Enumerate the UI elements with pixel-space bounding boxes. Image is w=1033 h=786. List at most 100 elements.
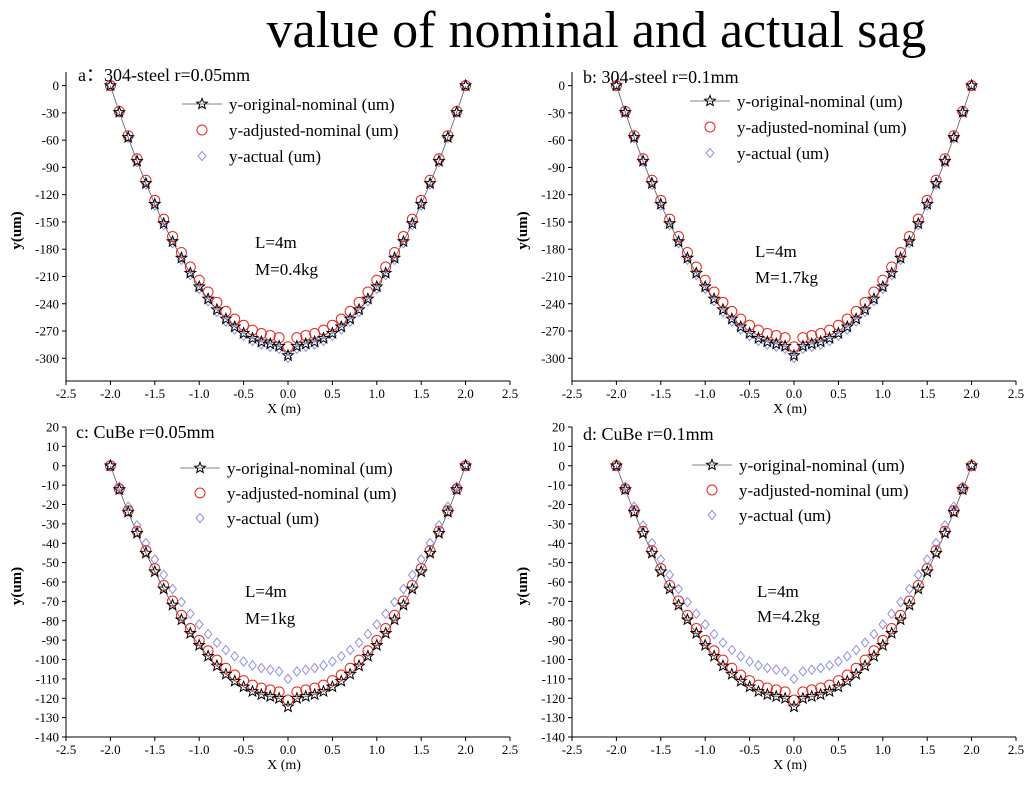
data-point-star-marker xyxy=(876,279,890,293)
legend-star-marker xyxy=(195,97,209,110)
data-point-star-marker xyxy=(805,689,819,703)
data-point-star-marker xyxy=(849,311,863,325)
y-tick-label: 10 xyxy=(552,439,565,454)
data-point-star-marker xyxy=(849,667,863,680)
data-point-circle-marker xyxy=(211,296,223,308)
data-point-circle-marker xyxy=(318,324,330,336)
data-point-circle-marker xyxy=(406,213,418,225)
y-tick-label: -240 xyxy=(541,296,565,311)
data-point-diamond-marker xyxy=(620,107,630,118)
data-point-star-marker xyxy=(228,319,242,333)
data-point-circle-marker xyxy=(184,261,196,273)
data-point-diamond-marker xyxy=(816,662,826,674)
data-point-star-marker xyxy=(379,626,393,639)
data-point-diamond-marker xyxy=(319,659,328,671)
y-tick-label: -90 xyxy=(42,633,59,648)
data-point-diamond-marker xyxy=(691,608,701,620)
x-tick-label: -1.5 xyxy=(145,386,166,401)
data-point-star-marker xyxy=(760,334,775,348)
data-point-circle-marker xyxy=(735,313,747,325)
data-point-diamond-marker xyxy=(665,569,675,581)
x-tick-label: 1.0 xyxy=(369,742,385,757)
data-point-circle-marker xyxy=(903,230,915,242)
data-point-star-marker xyxy=(858,302,872,316)
data-point-circle-marker xyxy=(859,654,871,666)
data-point-star-marker xyxy=(742,326,757,339)
data-point-star-marker xyxy=(671,598,686,611)
data-point-star-marker xyxy=(716,658,730,672)
data-point-diamond-marker xyxy=(416,554,426,565)
data-point-diamond-marker xyxy=(114,107,124,118)
data-point-star-marker xyxy=(165,234,180,248)
data-point-circle-marker xyxy=(193,634,205,646)
legend: y-original-nominal (um) y-adjusted-nomina… xyxy=(182,95,399,166)
x-tick-label: 1.5 xyxy=(413,742,429,757)
legend-circle-marker xyxy=(194,487,206,499)
y-tick-label: -60 xyxy=(548,133,565,148)
data-point-circle-marker xyxy=(175,246,187,258)
data-point-circle-marker xyxy=(229,313,241,325)
data-point-circle-marker xyxy=(877,274,889,286)
x-tick-label: 0.5 xyxy=(324,386,340,401)
y-tick-label: -180 xyxy=(35,242,59,257)
x-tick-label: -0.5 xyxy=(739,742,760,757)
data-point-star-marker xyxy=(618,482,632,496)
panel-label: a：304-steel r=0.05mm xyxy=(78,65,250,85)
y-tick-label: -80 xyxy=(42,613,59,628)
x-tick-label: -1.5 xyxy=(651,742,672,757)
y-tick-label: -90 xyxy=(548,633,565,648)
data-point-star-marker xyxy=(751,684,766,698)
data-point-circle-marker xyxy=(229,669,241,681)
x-tick-label: 0.0 xyxy=(280,742,296,757)
legend-entry: y-original-nominal (um) xyxy=(739,456,905,475)
data-point-star-marker xyxy=(831,679,846,693)
x-axis-label: X (m) xyxy=(773,402,807,417)
data-point-star-marker xyxy=(876,638,890,652)
data-point-circle-marker xyxy=(690,623,702,634)
x-tick-label: -1.5 xyxy=(145,742,166,757)
data-point-circle-marker xyxy=(903,595,915,607)
legend: y-original-nominal (um) y-adjusted-nomina… xyxy=(692,456,909,525)
data-point-star-marker xyxy=(742,679,757,693)
data-point-circle-marker xyxy=(806,684,818,696)
x-tick-label: -2.0 xyxy=(606,386,627,401)
legend-diamond-marker xyxy=(195,512,205,524)
data-point-star-marker xyxy=(414,197,428,210)
annotation-text: L=4m xyxy=(755,242,797,261)
data-point-circle-marker xyxy=(779,686,791,698)
data-point-star-marker xyxy=(947,505,961,518)
data-point-star-marker xyxy=(254,687,269,701)
y-tick-label: -120 xyxy=(541,691,565,706)
data-point-diamond-marker xyxy=(958,107,968,118)
data-point-circle-marker xyxy=(779,332,791,344)
data-point-star-marker xyxy=(192,638,206,652)
data-point-circle-marker xyxy=(397,595,409,607)
data-point-diamond-marker xyxy=(390,596,400,608)
data-point-star-marker xyxy=(139,546,153,559)
y-tick-label: -30 xyxy=(548,105,565,120)
data-point-star-marker xyxy=(219,667,233,680)
data-point-star-marker xyxy=(121,505,135,518)
data-point-diamond-marker xyxy=(239,656,249,667)
data-point-star-marker xyxy=(299,689,313,703)
y-tick-label: -110 xyxy=(542,671,565,686)
data-point-diamond-marker xyxy=(150,554,160,565)
data-point-diamond-marker xyxy=(150,200,160,211)
data-point-diamond-marker xyxy=(718,637,728,649)
data-point-star-marker xyxy=(236,326,251,339)
data-point-circle-marker xyxy=(761,682,773,694)
data-point-circle-marker xyxy=(673,595,685,607)
data-point-diamond-marker xyxy=(754,659,763,671)
data-point-diamond-marker xyxy=(949,501,959,513)
data-point-circle-marker xyxy=(344,662,356,674)
legend-entry: y-actual (um) xyxy=(229,147,321,166)
legend-entry: y-adjusted-nominal (um) xyxy=(227,484,397,503)
data-point-circle-marker xyxy=(184,623,196,634)
data-point-circle-marker xyxy=(735,669,747,681)
data-point-circle-marker xyxy=(850,305,862,317)
data-point-diamond-marker xyxy=(940,520,950,531)
data-point-circle-marker xyxy=(850,662,862,674)
panel-a: -2.5 -2.0 -1.5 -1.0 -0.5 0.0 0.5 1.0 1.5 2.0 2.5 0 -… xyxy=(9,65,518,417)
data-point-star-marker xyxy=(352,302,366,316)
y-tick-label: -210 xyxy=(541,269,565,284)
